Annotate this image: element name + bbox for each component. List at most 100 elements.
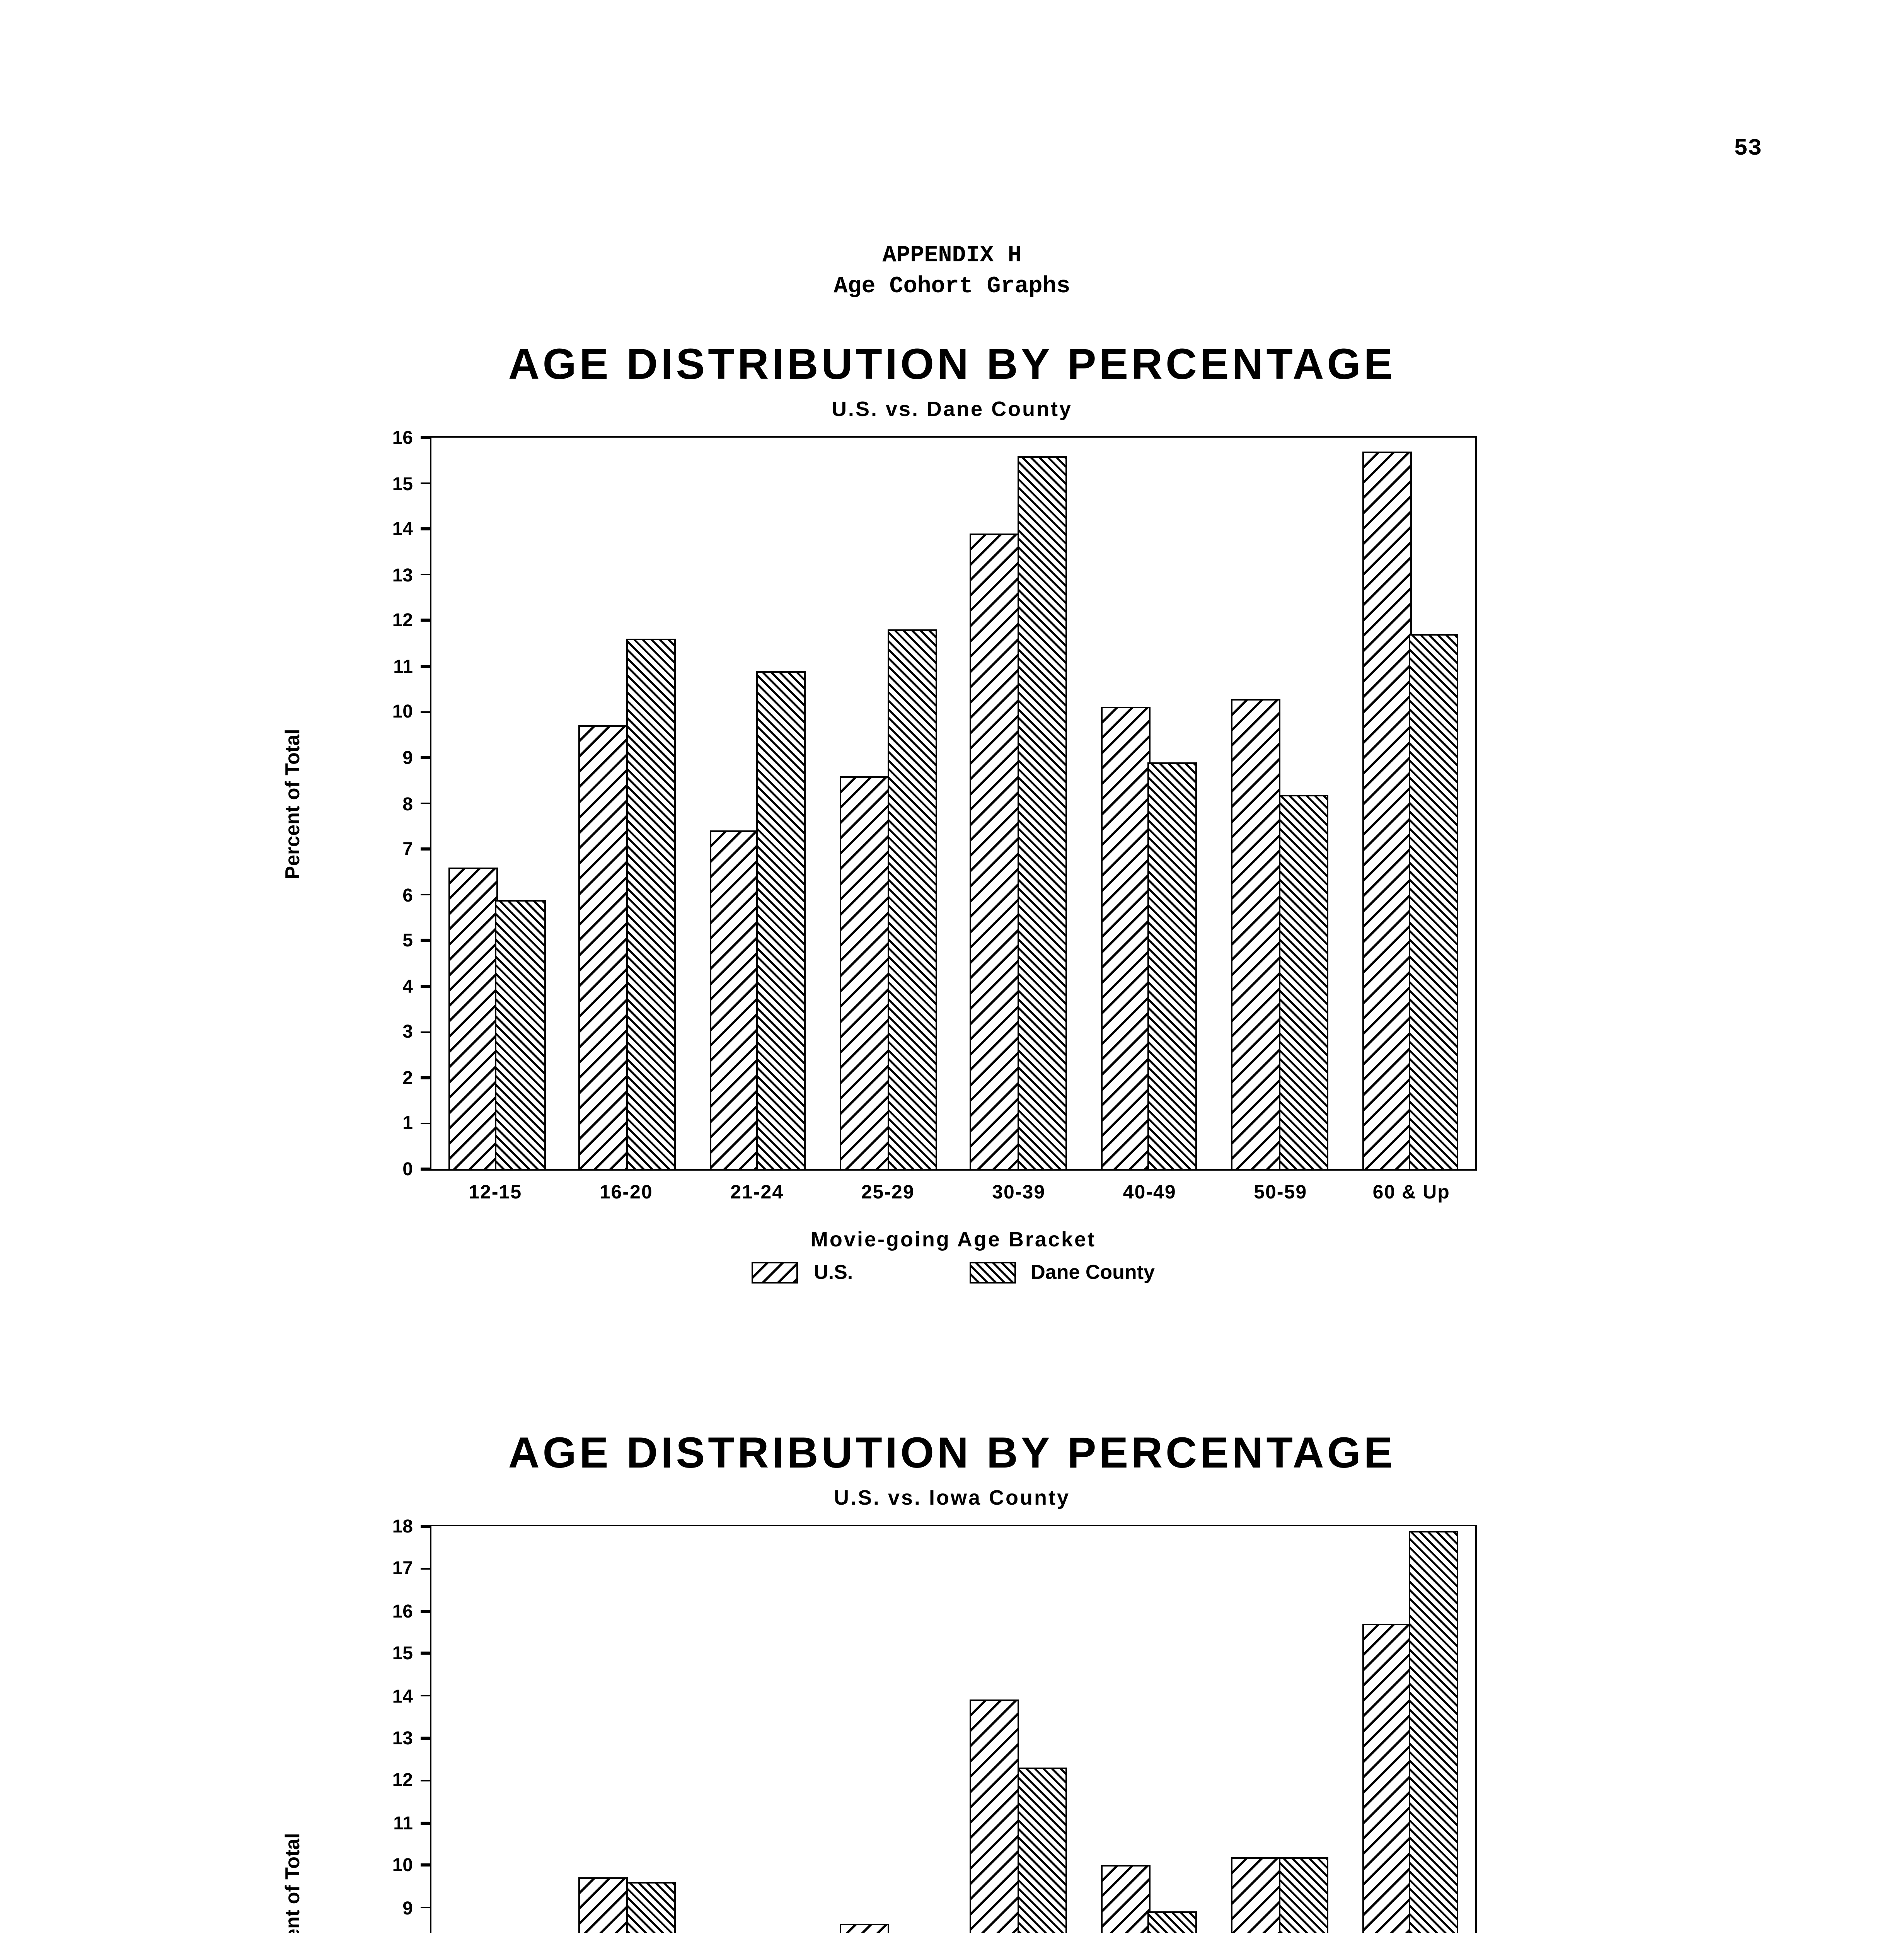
y-tick-label: 10 bbox=[392, 1854, 413, 1876]
y-tick-label: 13 bbox=[392, 1727, 413, 1749]
bar-group-12-15 bbox=[431, 1526, 562, 1933]
y-tick-label: 1 bbox=[402, 1112, 413, 1134]
chart-us-vs-dane-county: AGE DISTRIBUTION BY PERCENTAGE U.S. vs. … bbox=[0, 340, 1904, 1284]
y-tick-mark bbox=[421, 756, 431, 759]
x-tick-label-50-59: 50-59 bbox=[1254, 1181, 1307, 1203]
y-tick-label: 0 bbox=[402, 1158, 413, 1180]
bar-group-60-up bbox=[1345, 438, 1476, 1169]
y-tick-mark bbox=[421, 1168, 431, 1171]
y-tick-mark bbox=[421, 1609, 431, 1613]
appendix-subtitle: Age Cohort Graphs bbox=[834, 273, 1070, 299]
y-tick-mark bbox=[421, 848, 431, 851]
bar-iowa-county-40-49 bbox=[1148, 1912, 1198, 1933]
y-tick-mark bbox=[421, 1525, 431, 1528]
y-tick-label: 4 bbox=[402, 975, 413, 997]
plot-area: Percent of Total 18171615141312111098765… bbox=[281, 1515, 1477, 1933]
y-tick-mark bbox=[421, 436, 431, 439]
bar-group-16-20 bbox=[562, 1526, 693, 1933]
y-tick-label: 6 bbox=[402, 884, 413, 906]
bar-dane-county-50-59 bbox=[1278, 794, 1328, 1169]
bar-group-30-39 bbox=[953, 1526, 1084, 1933]
bar-dane-county-30-39 bbox=[1017, 456, 1067, 1169]
y-tick-label: 2 bbox=[402, 1067, 413, 1089]
bar-group-21-24 bbox=[692, 1526, 823, 1933]
y-tick-mark bbox=[421, 573, 431, 576]
legend-swatch-county bbox=[969, 1261, 1016, 1283]
y-tick-mark bbox=[421, 1737, 431, 1739]
y-tick-mark bbox=[421, 1821, 431, 1824]
bar-dane-county-21-24 bbox=[756, 671, 806, 1169]
legend-item-us: U.S. bbox=[752, 1260, 853, 1284]
bar-iowa-county-30-39 bbox=[1017, 1768, 1067, 1933]
y-tick-mark bbox=[421, 1652, 431, 1655]
y-tick-mark bbox=[421, 1906, 431, 1909]
y-tick-mark bbox=[421, 985, 431, 988]
y-axis-label: Percent of Total bbox=[281, 728, 304, 879]
plot-area: Percent of Total 16 15 14 13 12 11 10 9 8 7 6 5 4 3 2 1… bbox=[281, 427, 1477, 1180]
bar-group-12-15 bbox=[431, 438, 562, 1169]
bar-u-s-50-59 bbox=[1231, 698, 1281, 1169]
legend-swatch-us bbox=[752, 1261, 799, 1283]
bar-group-16-20 bbox=[562, 438, 693, 1169]
bar-dane-county-16-20 bbox=[626, 639, 676, 1169]
chart-us-vs-iowa-county: AGE DISTRIBUTION BY PERCENTAGE U.S. vs. … bbox=[0, 1429, 1904, 1933]
x-tick-label-12-15: 12-15 bbox=[469, 1181, 522, 1203]
y-tick-label: 8 bbox=[402, 793, 413, 814]
y-tick-label: 14 bbox=[392, 518, 413, 540]
bar-dane-county-40-49 bbox=[1148, 762, 1198, 1169]
y-tick-label: 12 bbox=[392, 610, 413, 631]
x-tick-label-60-up: 60 & Up bbox=[1372, 1181, 1450, 1203]
y-tick-mark bbox=[421, 939, 431, 942]
bar-u-s-30-39 bbox=[970, 534, 1020, 1169]
bars-container bbox=[431, 1526, 1475, 1933]
appendix-header: APPENDIX H Age Cohort Graphs bbox=[0, 241, 1904, 302]
bar-u-s-60-up bbox=[1362, 1624, 1411, 1933]
legend-label-us: U.S. bbox=[814, 1260, 853, 1284]
y-tick-label: 15 bbox=[392, 472, 413, 494]
bar-dane-county-12-15 bbox=[495, 899, 545, 1169]
bar-group-21-24 bbox=[692, 438, 823, 1169]
y-tick-label: 18 bbox=[392, 1515, 413, 1537]
bar-u-s-25-29 bbox=[840, 776, 890, 1169]
bar-u-s-12-15 bbox=[448, 867, 498, 1169]
bar-iowa-county-60-up bbox=[1409, 1531, 1459, 1933]
legend-item-county: Dane County bbox=[969, 1260, 1155, 1284]
x-tick-label-16-20: 16-20 bbox=[599, 1181, 653, 1203]
y-tick-mark bbox=[421, 1076, 431, 1079]
y-tick-mark bbox=[421, 711, 431, 713]
y-tick-mark bbox=[421, 619, 431, 622]
x-tick-label-25-29: 25-29 bbox=[861, 1181, 915, 1203]
y-tick-label: 10 bbox=[392, 701, 413, 723]
bar-u-s-60-up bbox=[1362, 451, 1411, 1169]
bar-u-s-30-39 bbox=[970, 1700, 1020, 1933]
x-axis-title: Movie-going Age Bracket bbox=[810, 1228, 1096, 1251]
bar-group-30-39 bbox=[953, 438, 1084, 1169]
bar-group-60-up bbox=[1345, 1526, 1476, 1933]
y-tick-label: 15 bbox=[392, 1642, 413, 1664]
bar-u-s-16-20 bbox=[579, 726, 629, 1169]
bar-u-s-25-29 bbox=[840, 1924, 890, 1933]
y-tick-label: 12 bbox=[392, 1769, 413, 1792]
bar-u-s-40-49 bbox=[1101, 707, 1151, 1169]
y-tick-label: 9 bbox=[402, 1897, 413, 1918]
y-tick-label: 5 bbox=[402, 929, 413, 951]
page-number: 53 bbox=[1734, 136, 1762, 162]
x-tick-label-40-49: 40-49 bbox=[1123, 1181, 1176, 1203]
bar-u-s-50-59 bbox=[1231, 1856, 1281, 1933]
y-tick-mark bbox=[421, 482, 431, 485]
y-tick-label: 17 bbox=[392, 1558, 413, 1580]
bar-dane-county-60-up bbox=[1409, 634, 1459, 1169]
bar-group-40-49 bbox=[1084, 438, 1215, 1169]
bar-group-40-49 bbox=[1084, 1526, 1215, 1933]
x-tick-label-21-24: 21-24 bbox=[730, 1181, 784, 1203]
x-axis-tick-labels: 12-15 16-20 21-24 25-29 30-39 40-49 50-59 60 & … bbox=[430, 1181, 1477, 1203]
chart-title: AGE DISTRIBUTION BY PERCENTAGE bbox=[508, 340, 1396, 388]
legend: U.S. Dane County bbox=[430, 1260, 1477, 1284]
y-tick-mark bbox=[421, 1567, 431, 1570]
y-tick-label: 9 bbox=[402, 747, 413, 769]
y-tick-mark bbox=[421, 1122, 431, 1125]
bar-u-s-21-24 bbox=[709, 831, 759, 1169]
y-tick-label: 16 bbox=[392, 1600, 413, 1622]
y-tick-label: 16 bbox=[392, 427, 413, 448]
bar-dane-county-25-29 bbox=[887, 629, 937, 1169]
